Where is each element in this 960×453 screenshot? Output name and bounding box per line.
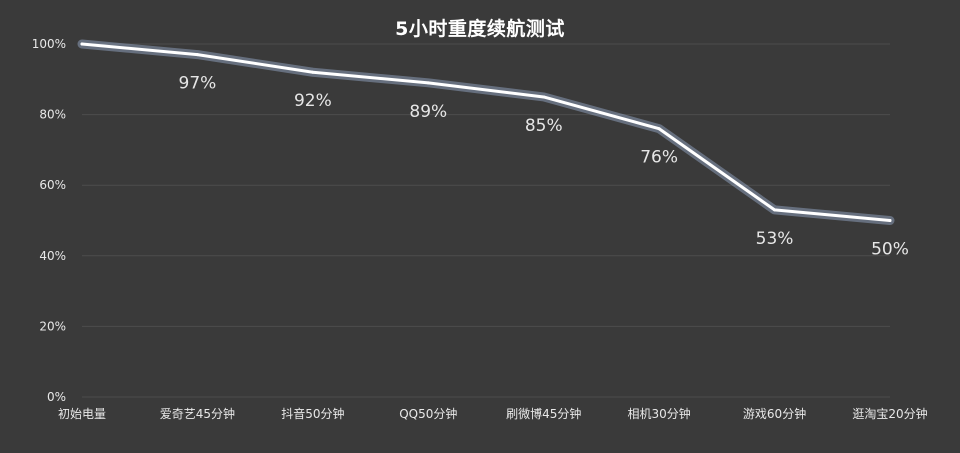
- data-point: [426, 81, 430, 85]
- y-tick-label: 60%: [39, 178, 66, 192]
- x-tick-label: 游戏60分钟: [743, 406, 806, 421]
- y-tick-label: 80%: [39, 108, 66, 122]
- y-tick-label: 100%: [32, 37, 66, 51]
- data-labels: 97% 92% 89% 85% 76% 53% 50%: [179, 74, 909, 260]
- x-axis: 初始电量 爱奇艺45分钟 抖音50分钟 QQ50分钟 刷微博45分钟 相机30分钟 游戏60…: [58, 406, 928, 421]
- y-axis: 0% 20% 40% 60% 80% 100%: [32, 37, 66, 404]
- chart-title: 5小时重度续航测试: [395, 18, 565, 40]
- y-tick-label: 20%: [39, 319, 66, 333]
- data-label: 50%: [871, 240, 909, 260]
- x-tick-label: 刷微博45分钟: [506, 406, 581, 421]
- data-point: [311, 70, 315, 74]
- series-line-glow: [77, 39, 895, 225]
- grid-layer: [82, 43, 890, 398]
- data-label: 89%: [409, 102, 447, 122]
- data-label: 92%: [294, 91, 332, 111]
- data-point: [773, 208, 777, 212]
- series-layer: [77, 39, 895, 225]
- x-tick-label: 逛淘宝20分钟: [852, 406, 927, 421]
- data-label: 76%: [640, 148, 678, 168]
- y-tick-label: 40%: [39, 249, 66, 263]
- data-point: [542, 95, 546, 99]
- data-point: [80, 42, 84, 46]
- data-label: 85%: [525, 116, 563, 136]
- x-tick-label: QQ50分钟: [399, 406, 457, 421]
- y-tick-label: 0%: [47, 390, 66, 404]
- series-line: [80, 42, 892, 222]
- x-tick-label: 相机30分钟: [628, 406, 691, 421]
- data-point: [657, 127, 661, 131]
- data-point: [195, 53, 199, 57]
- x-tick-label: 爱奇艺45分钟: [160, 406, 235, 421]
- data-label: 97%: [179, 74, 217, 94]
- x-tick-label: 初始电量: [58, 407, 106, 421]
- x-tick-label: 抖音50分钟: [281, 406, 344, 421]
- data-label: 53%: [756, 229, 794, 249]
- data-point: [888, 219, 892, 222]
